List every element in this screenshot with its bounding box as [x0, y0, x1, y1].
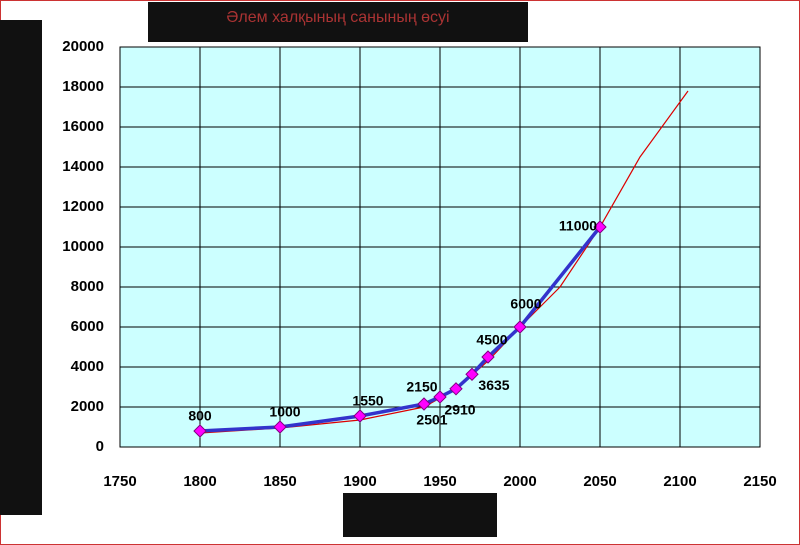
value-label: 2910 [444, 402, 475, 418]
x-tick-label: 2100 [663, 473, 696, 490]
title-box [148, 2, 528, 42]
x-tick-label: 1800 [183, 473, 216, 490]
value-label: 2150 [406, 379, 437, 395]
x-tick-label: 1900 [343, 473, 376, 490]
marker [481, 350, 495, 364]
x-label-box [343, 493, 497, 537]
x-tick-label: 1850 [263, 473, 296, 490]
marker [273, 420, 287, 434]
value-label: 1000 [269, 404, 300, 420]
x-tick-label: 1950 [423, 473, 456, 490]
y-tick-label: 12000 [62, 198, 104, 215]
marker [417, 397, 431, 411]
value-label: 4500 [476, 332, 507, 348]
value-label: 800 [188, 408, 212, 424]
y-tick-label: 2000 [71, 398, 104, 415]
y-tick-label: 6000 [71, 318, 104, 335]
marker [433, 390, 447, 404]
y-label-box [0, 20, 42, 515]
x-tick-label: 2150 [743, 473, 776, 490]
y-tick-label: 20000 [62, 38, 104, 55]
chart-title: Әлем халқының санының өсуі [226, 9, 449, 26]
x-tick-label: 2050 [583, 473, 616, 490]
value-label: 1550 [352, 393, 383, 409]
y-tick-label: 4000 [71, 358, 104, 375]
y-tick-label: 10000 [62, 238, 104, 255]
marker [465, 367, 479, 382]
value-label: 6000 [510, 296, 541, 312]
value-label: 2501 [416, 412, 447, 428]
y-tick-label: 18000 [62, 78, 104, 95]
marker [593, 220, 607, 234]
y-tick-label: 14000 [62, 158, 104, 175]
marker [193, 424, 207, 438]
value-label: 11000 [559, 218, 597, 234]
series-line [199, 225, 602, 433]
marker [353, 409, 367, 423]
value-label: 3635 [478, 377, 509, 393]
marker [513, 320, 527, 334]
y-tick-label: 0 [96, 438, 104, 455]
x-tick-label: 1750 [103, 473, 136, 490]
x-tick-label: 2000 [503, 473, 536, 490]
marker [449, 382, 463, 396]
y-tick-label: 16000 [62, 118, 104, 135]
y-tick-label: 8000 [71, 278, 104, 295]
